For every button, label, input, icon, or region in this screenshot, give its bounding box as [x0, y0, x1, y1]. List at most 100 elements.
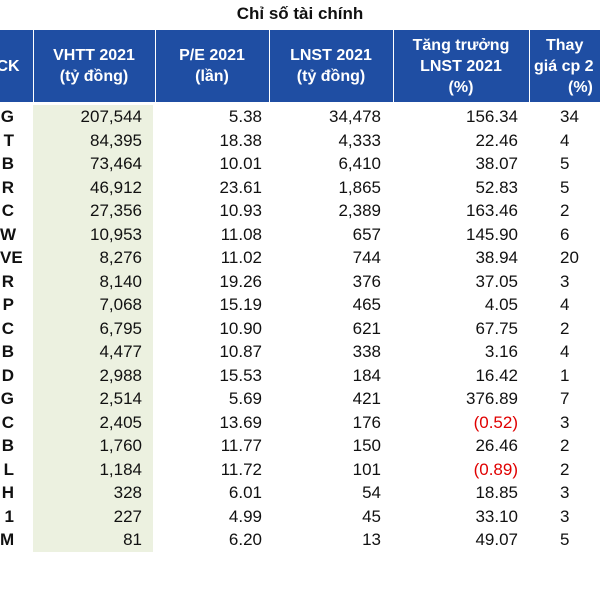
table-row: B 73,464 10.01 6,410 38.07 5 [0, 152, 600, 176]
ticker-cell: B [1, 436, 14, 455]
market-cap-cell: 2,405 [33, 410, 153, 434]
pe-cell: 19.26 [219, 271, 262, 291]
table-row: G 2,514 5.69 421 376.89 7 [0, 387, 600, 411]
growth-cell: 3.16 [484, 342, 518, 361]
table-row: L 1,184 11.72 101 (0.89) 2 [0, 457, 600, 481]
ticker-cell: VE [0, 248, 23, 267]
price-change-cell: 4 [560, 295, 570, 314]
ticker-cell: G [0, 389, 14, 408]
ticker-cell: C [1, 201, 14, 220]
market-cap-cell: 227 [33, 504, 153, 528]
table-row: 1 227 4.99 45 33.10 3 [0, 504, 600, 528]
market-cap-cell-value: 8,140 [99, 271, 142, 291]
header-divider [155, 30, 156, 102]
header-divider [33, 30, 34, 102]
price-change-cell: 6 [560, 224, 570, 244]
table-row: R 8,140 19.26 376 37.05 3 [0, 269, 600, 293]
market-cap-cell: 2,514 [33, 387, 153, 411]
header-divider [269, 30, 270, 102]
profit-cell: 101 [352, 459, 381, 479]
market-cap-cell: 81 [33, 528, 153, 552]
profit-cell: 1,865 [338, 177, 381, 197]
price-change-cell: 4 [560, 130, 570, 150]
header-vhtt-line1: VHTT 2021 [53, 47, 135, 64]
market-cap-cell-value: 1,184 [99, 459, 142, 479]
profit-cell: 744 [352, 248, 381, 267]
pe-cell: 5.69 [228, 389, 262, 408]
growth-cell: 37.05 [475, 271, 518, 291]
ticker-cell: W [0, 224, 17, 244]
growth-cell: 67.75 [475, 318, 518, 338]
header-lnst-line1: LNST 2021 [290, 47, 372, 64]
pe-cell: 10.87 [219, 342, 262, 361]
pe-cell: 4.99 [228, 506, 262, 526]
pe-cell: 15.53 [219, 365, 262, 385]
market-cap-cell-value: 328 [113, 483, 142, 502]
price-change-cell: 3 [560, 483, 570, 502]
price-change-cell: 2 [560, 318, 570, 338]
table-body: G 207,544 5.38 34,478 156.34 34 T 84,395 18.38 4,… [0, 105, 600, 552]
price-change-cell: 7 [560, 389, 570, 408]
growth-cell: 38.94 [475, 248, 518, 267]
ticker-cell: C [1, 318, 14, 338]
profit-cell: 657 [352, 224, 381, 244]
profit-cell: 465 [352, 295, 381, 314]
ticker-cell: P [2, 295, 14, 314]
market-cap-cell-value: 2,405 [99, 412, 142, 432]
pe-cell: 18.38 [219, 130, 262, 150]
growth-cell: 156.34 [466, 107, 518, 126]
ticker-cell: G [0, 107, 14, 126]
profit-cell: 176 [352, 412, 381, 432]
ticker-cell: 1 [4, 506, 14, 526]
growth-cell: 18.85 [475, 483, 518, 502]
market-cap-cell: 73,464 [33, 152, 153, 176]
market-cap-cell-value: 27,356 [90, 201, 142, 220]
market-cap-cell: 10,953 [33, 222, 153, 246]
growth-cell: 26.46 [475, 436, 518, 455]
ticker-cell: R [1, 177, 14, 197]
market-cap-cell: 328 [33, 481, 153, 505]
growth-cell: 376.89 [466, 389, 518, 408]
profit-cell: 54 [362, 483, 381, 502]
ticker-cell: B [1, 342, 14, 361]
header-divider [529, 30, 530, 102]
market-cap-cell-value: 1,760 [99, 436, 142, 455]
pe-cell: 6.01 [228, 483, 262, 502]
market-cap-cell-value: 4,477 [99, 342, 142, 361]
market-cap-cell: 6,795 [33, 316, 153, 340]
market-cap-cell-value: 2,988 [99, 365, 142, 385]
ticker-cell: L [3, 459, 14, 479]
ticker-cell: H [1, 483, 14, 502]
market-cap-cell: 46,912 [33, 175, 153, 199]
profit-cell: 34,478 [329, 107, 381, 126]
market-cap-cell-value: 2,514 [99, 389, 142, 408]
table-title: Chỉ số tài chính [236, 4, 364, 23]
header-growth-line2: LNST 2021 [420, 57, 502, 75]
header-growth-line3: (%) [448, 78, 474, 96]
growth-cell: (0.52) [473, 412, 518, 432]
table-row: B 4,477 10.87 338 3.16 4 [0, 340, 600, 364]
growth-cell: 145.90 [466, 224, 518, 244]
price-change-cell: 5 [560, 177, 570, 197]
pe-cell: 11.02 [220, 248, 262, 267]
pe-cell: 11.77 [220, 436, 262, 455]
header-lnst: LNST 2021 (tỷ đồng) [270, 30, 392, 102]
market-cap-cell-value: 84,395 [90, 130, 142, 150]
growth-cell: 33.10 [475, 506, 518, 526]
market-cap-cell-value: 227 [113, 506, 142, 526]
pe-cell: 6.20 [228, 530, 262, 549]
table-row: C 6,795 10.90 621 67.75 2 [0, 316, 600, 340]
table-row: H 328 6.01 54 18.85 3 [0, 481, 600, 505]
growth-cell: 16.42 [475, 365, 518, 385]
price-change-cell: 3 [560, 271, 570, 291]
header-pe-line1: P/E 2021 [179, 47, 245, 64]
table-row: G 207,544 5.38 34,478 156.34 34 [0, 105, 600, 129]
table-row: R 46,912 23.61 1,865 52.83 5 [0, 175, 600, 199]
growth-cell: 163.46 [466, 201, 518, 220]
table-row: C 27,356 10.93 2,389 163.46 2 [0, 199, 600, 223]
growth-cell: 4.05 [484, 295, 518, 314]
table-header: CK VHTT 2021 (tỷ đồng) P/E 2021 (lần) LN… [0, 30, 600, 102]
ticker-cell: D [1, 365, 14, 385]
profit-cell: 376 [352, 271, 381, 291]
market-cap-cell: 84,395 [33, 128, 153, 152]
